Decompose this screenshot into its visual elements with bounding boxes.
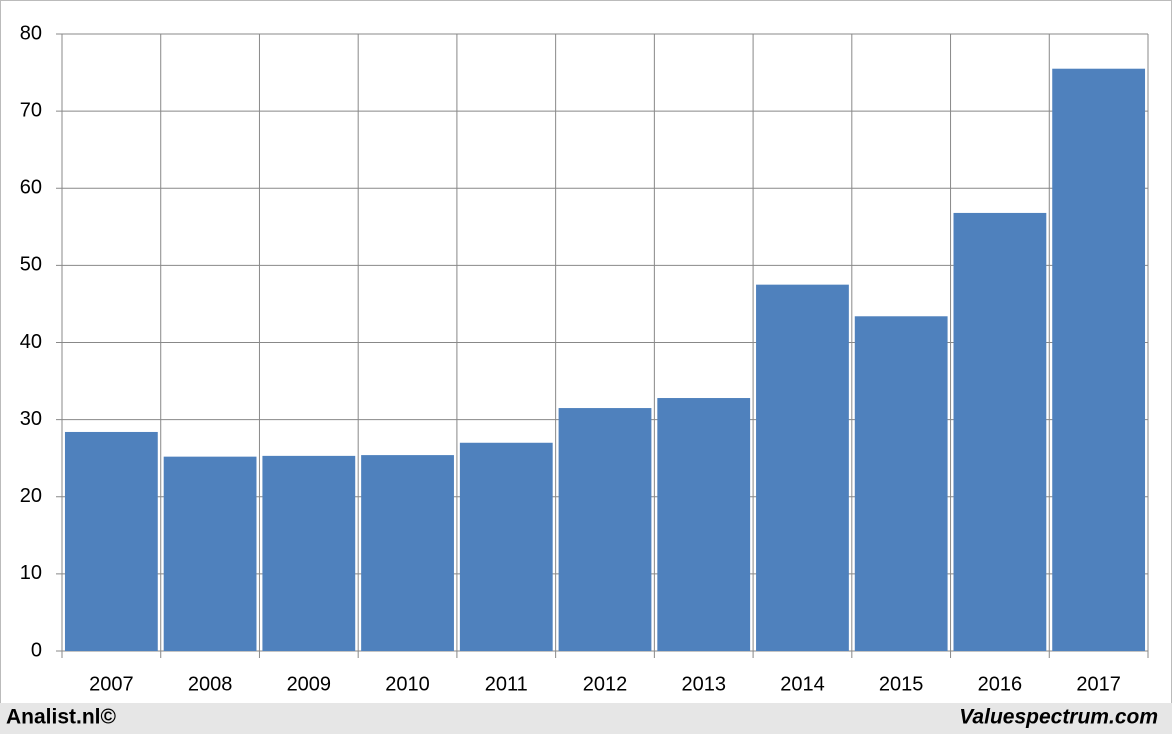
y-tick-label: 80 bbox=[20, 22, 42, 44]
x-tick-label: 2007 bbox=[89, 673, 134, 695]
x-tick-label: 2008 bbox=[188, 673, 233, 695]
x-tick-label: 2010 bbox=[385, 673, 430, 695]
y-tick-label: 50 bbox=[20, 254, 42, 276]
bar bbox=[756, 284, 849, 651]
y-tick-label: 70 bbox=[20, 99, 42, 121]
x-tick-label: 2014 bbox=[780, 673, 825, 695]
y-tick-label: 30 bbox=[20, 408, 42, 430]
x-tick-label: 2016 bbox=[978, 673, 1023, 695]
bar bbox=[64, 431, 158, 651]
y-tick-label: 0 bbox=[31, 639, 42, 661]
bar bbox=[262, 455, 356, 651]
bar bbox=[854, 316, 948, 651]
x-tick-label: 2009 bbox=[287, 673, 332, 695]
y-tick-label: 60 bbox=[20, 177, 42, 199]
bar bbox=[953, 212, 1047, 651]
footer-right: Valuespectrum.com bbox=[959, 706, 1158, 729]
footer-left: Analist.nl© bbox=[6, 706, 117, 729]
bar bbox=[558, 408, 652, 651]
x-tick-label: 2013 bbox=[681, 673, 726, 695]
footer-band bbox=[0, 703, 1172, 734]
y-tick-label: 10 bbox=[20, 562, 42, 584]
bar bbox=[163, 456, 257, 651]
bar bbox=[459, 442, 553, 651]
y-tick-label: 40 bbox=[20, 331, 42, 353]
bar bbox=[361, 455, 454, 651]
x-tick-label: 2017 bbox=[1076, 673, 1121, 695]
y-tick-label: 20 bbox=[20, 485, 42, 507]
x-tick-label: 2012 bbox=[583, 673, 628, 695]
x-tick-label: 2015 bbox=[879, 673, 924, 695]
x-tick-label: 2011 bbox=[485, 673, 528, 695]
bar bbox=[657, 398, 751, 651]
bar bbox=[1052, 68, 1146, 652]
